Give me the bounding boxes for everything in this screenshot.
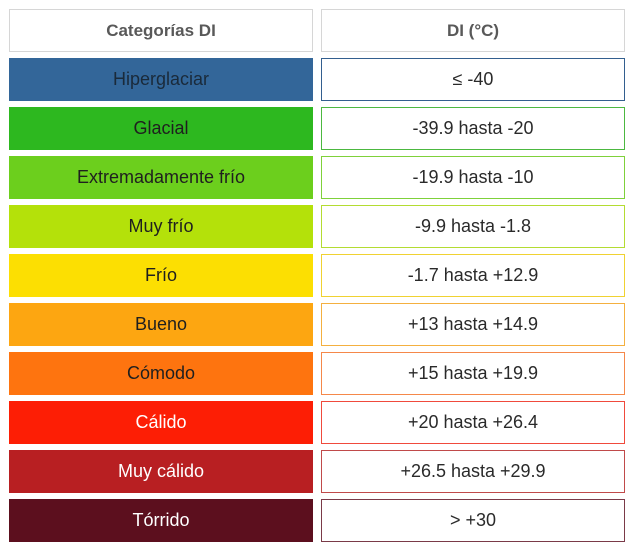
category-cell: Extremadamente frío (9, 156, 313, 199)
table-row: Hiperglaciar ≤ -40 (9, 58, 625, 101)
di-range-cell: +20 hasta +26.4 (321, 401, 625, 444)
category-cell: Tórrido (9, 499, 313, 542)
table-row: Frío -1.7 hasta +12.9 (9, 254, 625, 297)
category-cell: Frío (9, 254, 313, 297)
table-row: Muy cálido +26.5 hasta +29.9 (9, 450, 625, 493)
di-range-cell: -9.9 hasta -1.8 (321, 205, 625, 248)
table-row: Glacial -39.9 hasta -20 (9, 107, 625, 150)
category-cell: Cómodo (9, 352, 313, 395)
di-categories-table: Categorías DI DI (°C) Hiperglaciar ≤ -40 G… (9, 9, 625, 548)
table-row: Bueno +13 hasta +14.9 (9, 303, 625, 346)
table-body: Hiperglaciar ≤ -40 Glacial -39.9 hasta -20 E… (9, 58, 625, 542)
di-range-cell: +13 hasta +14.9 (321, 303, 625, 346)
di-range-cell: -39.9 hasta -20 (321, 107, 625, 150)
category-cell: Cálido (9, 401, 313, 444)
table-row: Muy frío -9.9 hasta -1.8 (9, 205, 625, 248)
table-row: Extremadamente frío -19.9 hasta -10 (9, 156, 625, 199)
di-range-cell: +15 hasta +19.9 (321, 352, 625, 395)
di-range-cell: -1.7 hasta +12.9 (321, 254, 625, 297)
category-cell: Bueno (9, 303, 313, 346)
di-range-cell: -19.9 hasta -10 (321, 156, 625, 199)
table-row: Tórrido > +30 (9, 499, 625, 542)
di-range-cell: > +30 (321, 499, 625, 542)
di-range-cell: +26.5 hasta +29.9 (321, 450, 625, 493)
di-range-cell: ≤ -40 (321, 58, 625, 101)
header-di-celsius: DI (°C) (321, 9, 625, 52)
category-cell: Muy cálido (9, 450, 313, 493)
category-cell: Glacial (9, 107, 313, 150)
table-row: Cálido +20 hasta +26.4 (9, 401, 625, 444)
table-header-row: Categorías DI DI (°C) (9, 9, 625, 52)
header-categories: Categorías DI (9, 9, 313, 52)
category-cell: Muy frío (9, 205, 313, 248)
category-cell: Hiperglaciar (9, 58, 313, 101)
table-row: Cómodo +15 hasta +19.9 (9, 352, 625, 395)
